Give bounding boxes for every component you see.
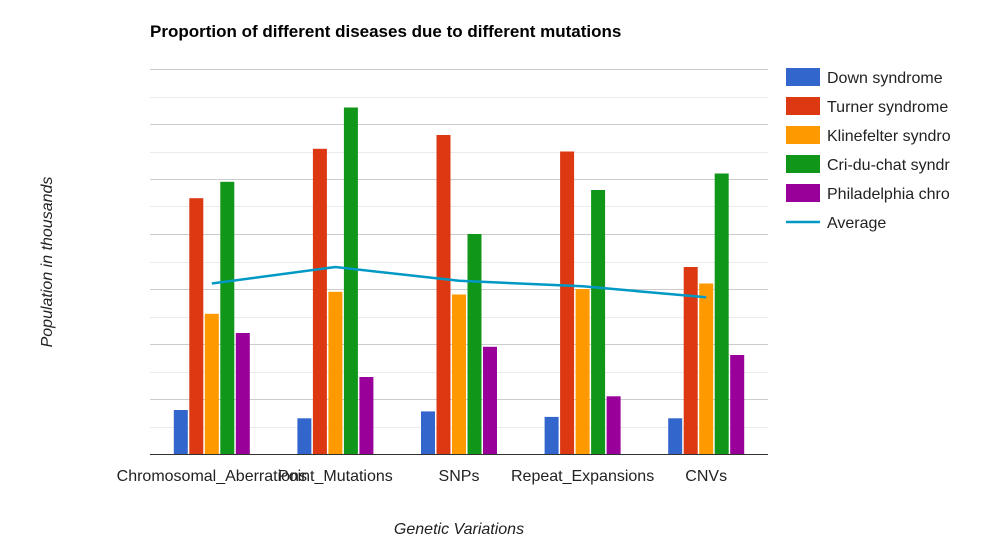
bar-klinefelter-syndrome-1 [328,291,343,455]
bar-down-syndrome-4 [668,418,683,455]
bar-klinefelter-syndrome-0 [204,313,219,455]
legend-swatch [786,184,820,202]
legend-swatch [786,155,820,173]
legend-label: Cri-du-chat syndr [827,157,950,174]
bar-cri-du-chat-syndrome-3 [591,190,606,454]
average-line [211,265,707,299]
bar-down-syndrome-1 [297,418,312,455]
bar-klinefelter-syndrome-4 [699,283,714,454]
category-label: Chromosomal_Aberrations [117,468,307,485]
bar-turner-syndrome-0 [189,198,204,454]
bar-cri-du-chat-syndrome-2 [467,234,482,454]
bar-down-syndrome-2 [421,411,435,454]
bar-cri-du-chat-syndrome-0 [220,181,235,455]
legend-label: Philadelphia chro [827,186,950,203]
chart-title: Proportion of different diseases due to … [150,22,621,41]
bar-philadelphia-chromosome-0 [235,333,250,454]
bar-down-syndrome-3 [544,416,559,454]
category-label: Repeat_Expansions [511,468,654,485]
legend-swatch [786,126,820,144]
category-label: Point_Mutations [278,468,393,485]
category-label: SNPs [439,468,480,485]
bar-down-syndrome-0 [173,410,188,454]
legend-label: Average [827,215,886,232]
bar-turner-syndrome-3 [560,151,575,454]
bar-turner-syndrome-2 [436,135,451,454]
bar-klinefelter-syndrome-2 [452,294,466,454]
category-label: CNVs [685,468,727,485]
bar-philadelphia-chromosome-1 [359,377,374,454]
bar-philadelphia-chromosome-2 [483,346,497,455]
y-axis-title: Population in thousands [39,177,56,348]
bar-philadelphia-chromosome-3 [606,396,621,455]
bar-philadelphia-chromosome-4 [730,355,745,454]
bar-klinefelter-syndrome-3 [575,289,590,454]
average-line-group [211,265,707,299]
legend-swatch [786,68,820,86]
legend-label: Down syndrome [827,70,943,87]
legend-swatch [786,97,820,115]
bars [173,107,745,455]
legend: Down syndrome Turner syndrome Klinefelter … [786,68,951,232]
bar-cri-du-chat-syndrome-4 [714,173,729,454]
bar-turner-syndrome-4 [683,267,698,454]
legend-label: Klinefelter syndro [827,128,951,145]
x-axis-title: Genetic Variations [394,521,524,538]
legend-label: Turner syndrome [827,99,948,116]
bar-cri-du-chat-syndrome-1 [343,107,358,454]
bar-turner-syndrome-1 [312,148,327,455]
